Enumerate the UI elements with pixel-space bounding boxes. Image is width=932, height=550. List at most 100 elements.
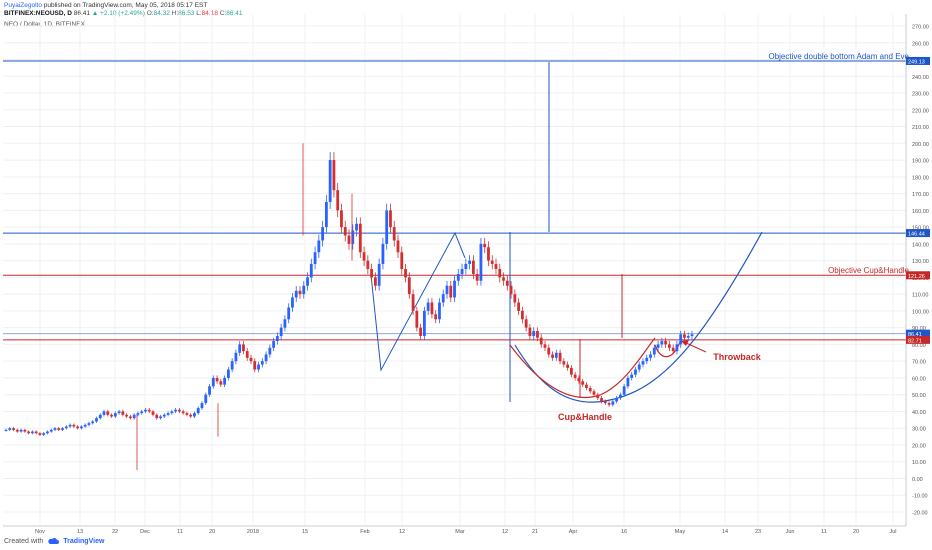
candle-body (543, 344, 547, 348)
y-tick-label: 270.00 (912, 25, 929, 31)
candle-body (468, 260, 472, 264)
candle-body (110, 414, 113, 417)
candle-body (151, 411, 155, 415)
candle-body (634, 369, 637, 375)
candle-body (407, 277, 411, 295)
candle-body (351, 230, 355, 244)
candle-body (53, 428, 57, 430)
candle-body (185, 413, 189, 415)
candle-body (566, 364, 570, 368)
x-tick-label: 2018 (247, 529, 259, 535)
candle-body (106, 411, 110, 415)
price-tag (906, 56, 930, 65)
open-label: O: (146, 10, 154, 17)
candle-body (49, 429, 53, 432)
candle-body (453, 280, 456, 298)
candle-body (306, 277, 309, 286)
y-tick-label: 160.00 (912, 209, 929, 215)
y-tick-label: 190.00 (912, 159, 929, 165)
y-tick-label: 100.00 (912, 309, 929, 315)
publish-line: PuyaiZegolto published on TradingView.co… (4, 2, 243, 10)
candle-body (219, 381, 223, 385)
y-tick-label: -10.00 (912, 494, 928, 500)
candle-body (671, 347, 675, 352)
candle-body (30, 431, 34, 434)
price-tag-label: 121.26 (908, 274, 925, 280)
candle-body (355, 223, 358, 231)
candle-body (603, 401, 607, 404)
high-label: H: (171, 10, 179, 17)
author-name[interactable]: PuyaiZegolto (4, 2, 42, 9)
candle-body (547, 347, 551, 355)
x-tick-label: 11 (177, 529, 183, 535)
candle-body (385, 210, 389, 244)
x-tick-label: Mar (455, 529, 465, 535)
candle-body (592, 391, 596, 395)
candle-body (539, 337, 543, 345)
y-tick-label: 230.00 (912, 92, 929, 98)
candle-body (155, 414, 159, 419)
candle-body (460, 269, 464, 275)
y-tick-label: 150.00 (912, 226, 929, 232)
candle-body (208, 386, 211, 395)
y-tick-label: 0.00 (912, 477, 923, 483)
candle-body (479, 243, 483, 281)
axes: -20.00 -10.00 0.00 10.00 20.00 30.00 40.00 50.0… (3, 14, 929, 535)
candle-body (242, 344, 245, 352)
candle-body (275, 336, 279, 342)
x-tick-label: Jun (786, 529, 795, 535)
x-tick-label: 20 (853, 529, 859, 535)
y-tick-label: 200.00 (912, 142, 929, 148)
y-tick-label: 60.00 (912, 376, 926, 382)
y-tick-label: 30.00 (912, 427, 926, 433)
y-tick-label: 180.00 (912, 175, 929, 181)
candle-body (193, 413, 196, 417)
candle-body (309, 263, 313, 278)
candle-body (562, 361, 566, 365)
candle-body (64, 426, 68, 429)
price-tag-label: 82.71 (908, 338, 922, 344)
candle-body (79, 426, 83, 429)
candle-body (362, 252, 366, 261)
y-tick-label: 20.00 (912, 443, 926, 449)
candles (4, 143, 694, 471)
candle-body (234, 352, 238, 362)
candle-body (144, 409, 147, 412)
candle-body (381, 243, 385, 264)
candle-body (389, 210, 392, 228)
candle-body (204, 394, 208, 404)
candle-body (230, 361, 234, 370)
candle-body (645, 357, 649, 362)
candle-body (596, 394, 600, 399)
candle-body (392, 227, 396, 241)
candle-body (524, 319, 528, 328)
candle-body (245, 351, 249, 358)
candle-body (253, 361, 257, 370)
candle-body (298, 290, 302, 295)
y-tick-label: 10.00 (912, 460, 926, 466)
candle-body (502, 277, 505, 281)
candle-body (128, 416, 132, 419)
candle-body (147, 409, 151, 412)
candle-body (400, 252, 404, 269)
candle-body (340, 210, 343, 228)
candle-body (649, 354, 652, 358)
y-tick-label: 80.00 (912, 343, 926, 349)
price-tag (906, 229, 930, 238)
candle-body (279, 327, 283, 337)
candle-body (174, 409, 178, 412)
x-tick-label: Dec (140, 529, 150, 535)
close-value: 86.41 (226, 10, 243, 17)
tradingview-brand[interactable]: TradingView (63, 537, 105, 545)
price-tag (906, 335, 930, 344)
candle-body (264, 354, 268, 362)
candle-body (321, 227, 325, 241)
candle-body (551, 354, 554, 358)
candle-body (87, 423, 91, 425)
x-tick-label: Feb (360, 529, 369, 535)
candle-body (509, 285, 513, 295)
x-tick-label: Nov (35, 529, 45, 535)
x-tick-label: 15 (302, 529, 308, 535)
candle-body (76, 426, 80, 429)
